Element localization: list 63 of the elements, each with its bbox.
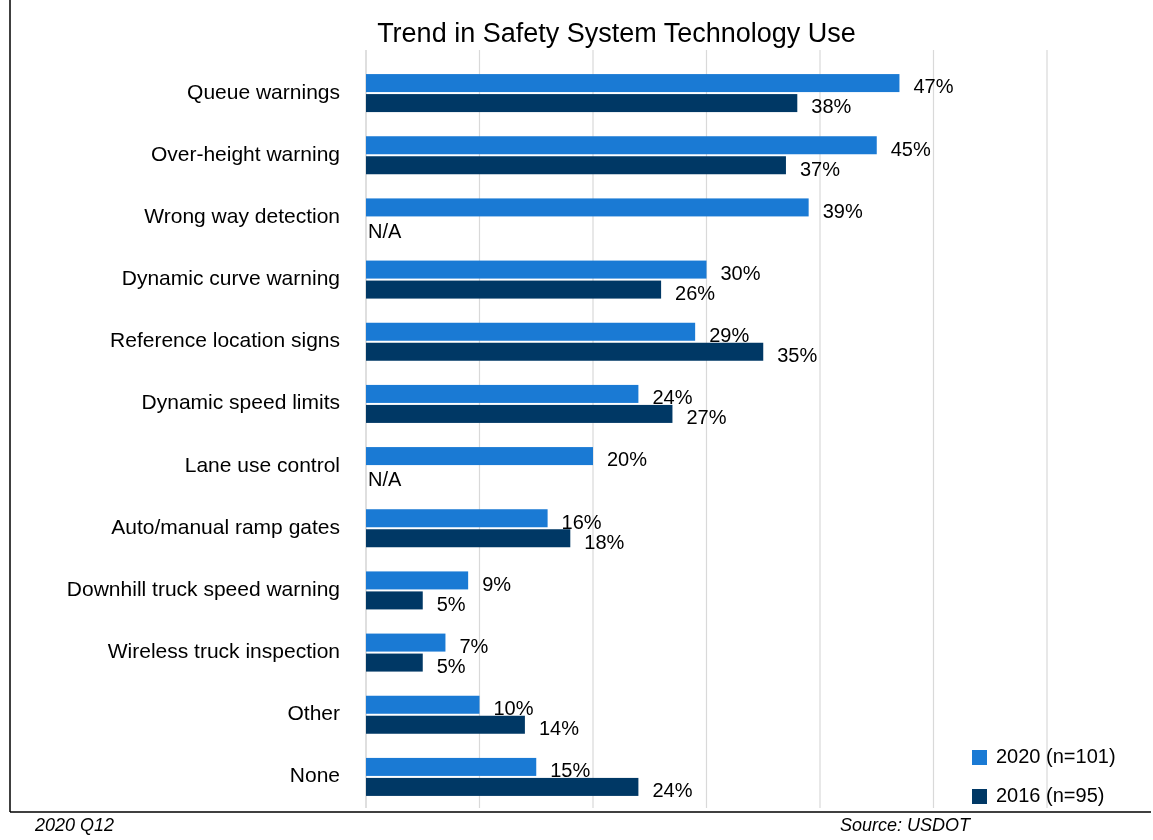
y-tick-label: Over-height warning (150, 141, 340, 165)
bar (366, 280, 662, 299)
y-tick-label: Lane use control (184, 452, 340, 476)
y-tick-label: None (289, 763, 340, 787)
text: N/A (368, 468, 402, 491)
y-tick-label: Dynamic speed limits (141, 390, 340, 414)
data-label: 47% (913, 75, 954, 98)
data-label: 15% (550, 759, 591, 782)
data-label: 7% (459, 634, 489, 657)
bar (366, 695, 480, 714)
data-label: 20% (607, 448, 648, 471)
bar (366, 384, 639, 403)
bar (366, 342, 764, 361)
chart-title: Trend in Safety System Technology Use (377, 18, 856, 48)
bar (366, 715, 525, 734)
bar (366, 591, 423, 610)
data-label: 37% (799, 157, 841, 180)
y-tick-label: Wrong way detection (144, 203, 340, 227)
data-label: 45% (890, 137, 931, 160)
bar (366, 198, 809, 217)
y-tick-label: Auto/manual ramp gates (111, 514, 340, 538)
bar (366, 322, 696, 341)
bar (366, 529, 571, 548)
data-label: 35% (777, 344, 818, 367)
data-label: 18% (584, 530, 625, 553)
bar (366, 777, 639, 796)
bar (366, 633, 446, 652)
bar (366, 74, 900, 93)
data-label: 5% (436, 654, 466, 677)
bar (366, 509, 548, 528)
data-label: 26% (675, 281, 716, 304)
legend-label: 2016 (n=95) (996, 784, 1105, 807)
data-label: 29% (709, 324, 750, 347)
bar (366, 136, 877, 155)
y-tick-label: Other (287, 701, 340, 725)
data-label: 24% (652, 779, 693, 802)
bar (366, 94, 798, 113)
y-tick-label: Wireless truck inspection (107, 639, 340, 663)
bar (366, 447, 593, 466)
data-label: 39% (822, 199, 863, 222)
data-label: 24% (652, 386, 693, 409)
bar (366, 571, 469, 590)
data-label: 30% (720, 261, 761, 284)
y-tick-label: Queue warnings (187, 79, 340, 103)
y-tick-label: Reference location signs (110, 328, 340, 352)
y-tick-label: Dynamic curve warning (121, 266, 340, 290)
legend-label: 2020 (n=101) (996, 745, 1116, 768)
y-tick-label: Downhill truck speed warning (66, 576, 340, 600)
bar (366, 156, 786, 175)
data-label: 27% (686, 406, 727, 429)
bar (366, 260, 707, 279)
data-label: 38% (811, 95, 852, 118)
bar (366, 404, 673, 423)
text: 2020 Q12 (34, 815, 115, 835)
source-note: Source: USDOT (839, 815, 972, 835)
bar (366, 757, 537, 776)
data-label: 16% (561, 510, 602, 533)
data-label: 10% (493, 697, 534, 720)
data-label: 9% (482, 572, 512, 595)
text: N/A (368, 219, 402, 242)
data-label: 14% (538, 717, 580, 740)
data-label: 5% (436, 592, 466, 615)
bar (366, 653, 423, 672)
